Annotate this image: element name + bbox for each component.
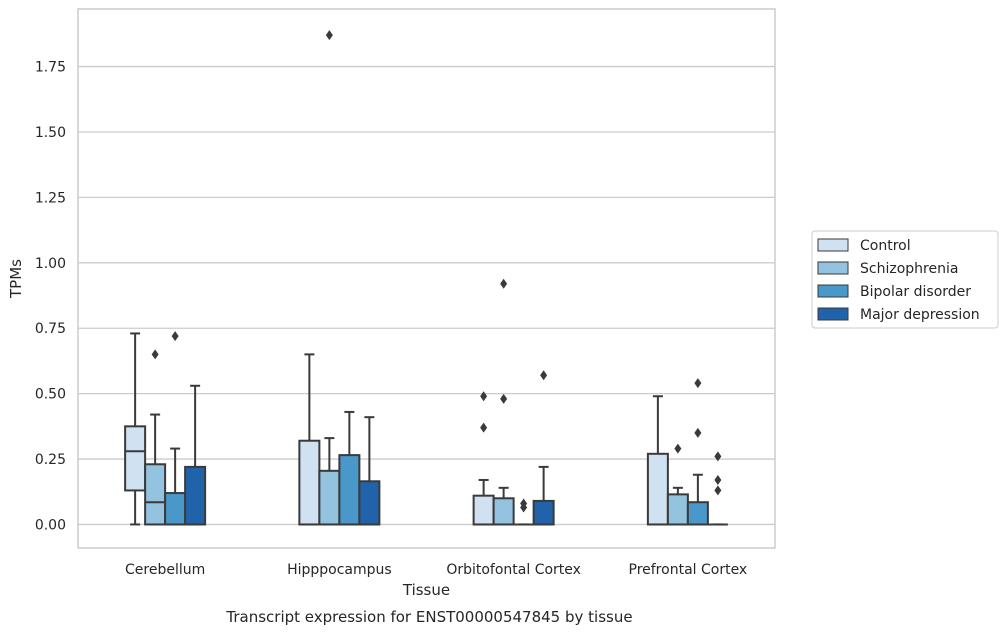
outlier-point	[694, 378, 702, 389]
box-body	[358, 480, 381, 526]
x-axis-label: Tissue	[402, 581, 450, 599]
outlier-point	[714, 451, 722, 462]
x-tick-label: Cerebellum	[125, 562, 205, 578]
chart-caption: Transcript expression for ENST0000054784…	[225, 608, 632, 626]
outlier-point	[480, 422, 488, 433]
box-body	[144, 463, 167, 526]
legend-label: Bipolar disorder	[860, 284, 971, 300]
outlier-point	[714, 474, 722, 485]
outlier-point	[540, 370, 548, 381]
box-3-2	[532, 370, 555, 526]
box-0-3	[646, 395, 669, 526]
outlier-point	[171, 331, 179, 342]
y-axis-label: TPMs	[7, 259, 25, 299]
outlier-point	[500, 393, 508, 404]
box-1-2	[492, 278, 515, 526]
y-tick-label: 0.25	[35, 452, 66, 468]
y-tick-labels: 0.00 0.25 0.50 0.75 1.00 1.25 1.50 1.75	[35, 60, 66, 534]
x-tick-labels: Cerebellum Hipppocampus Orbitofontal Corte…	[125, 562, 747, 578]
box-3-0	[184, 384, 207, 526]
outlier-point	[151, 349, 159, 360]
outlier-point	[500, 278, 508, 289]
box-3-3	[707, 451, 728, 526]
legend-swatch	[817, 238, 849, 252]
box-1-0	[144, 349, 167, 526]
box-3-1	[358, 416, 381, 526]
box-body	[686, 501, 709, 526]
box-body	[472, 494, 495, 526]
legend-swatch	[817, 307, 849, 321]
y-tick-label: 0.00	[35, 517, 66, 533]
y-tick-label: 1.75	[35, 60, 66, 76]
box-body	[184, 465, 207, 526]
x-tick-label: Prefrontal Cortex	[629, 562, 748, 578]
box-1-3	[666, 443, 689, 526]
legend-swatch	[817, 261, 849, 275]
box-body	[666, 493, 689, 526]
y-tick-label: 1.50	[35, 125, 66, 141]
box-body	[298, 439, 321, 526]
legend-label: Major depression	[860, 307, 980, 323]
x-tick-label: Hipppocampus	[287, 562, 392, 578]
outlier-point	[674, 443, 682, 454]
box-body	[164, 492, 187, 526]
y-tick-label: 1.25	[35, 190, 66, 206]
y-tick-label: 0.50	[35, 387, 66, 403]
y-tick-label: 1.00	[35, 256, 66, 272]
box-body	[124, 425, 147, 492]
box-body	[646, 452, 669, 526]
legend-label: Control	[860, 238, 911, 254]
outlier-point	[714, 485, 722, 496]
outlier-point	[480, 391, 488, 402]
box-2-2	[513, 498, 534, 526]
legend-label: Schizophrenia	[860, 261, 958, 277]
legend-swatch	[817, 284, 849, 298]
box-0-0	[124, 332, 147, 526]
box-body	[532, 499, 555, 526]
outlier-point	[325, 30, 333, 41]
plot-frame	[77, 8, 776, 549]
box-body	[492, 497, 515, 526]
outlier-point	[520, 498, 528, 509]
box-0-2	[472, 391, 495, 526]
box-body	[338, 454, 361, 526]
outlier-point	[694, 427, 702, 438]
x-tick-label: Orbitofontal Cortex	[446, 562, 581, 578]
legend: Control Schizophrenia Bipolar disorder Majo…	[811, 230, 999, 329]
boxes	[124, 30, 728, 526]
box-body	[318, 469, 341, 526]
legend-box	[811, 230, 999, 329]
box-2-3	[686, 378, 709, 526]
y-tick-label: 0.75	[35, 321, 66, 337]
